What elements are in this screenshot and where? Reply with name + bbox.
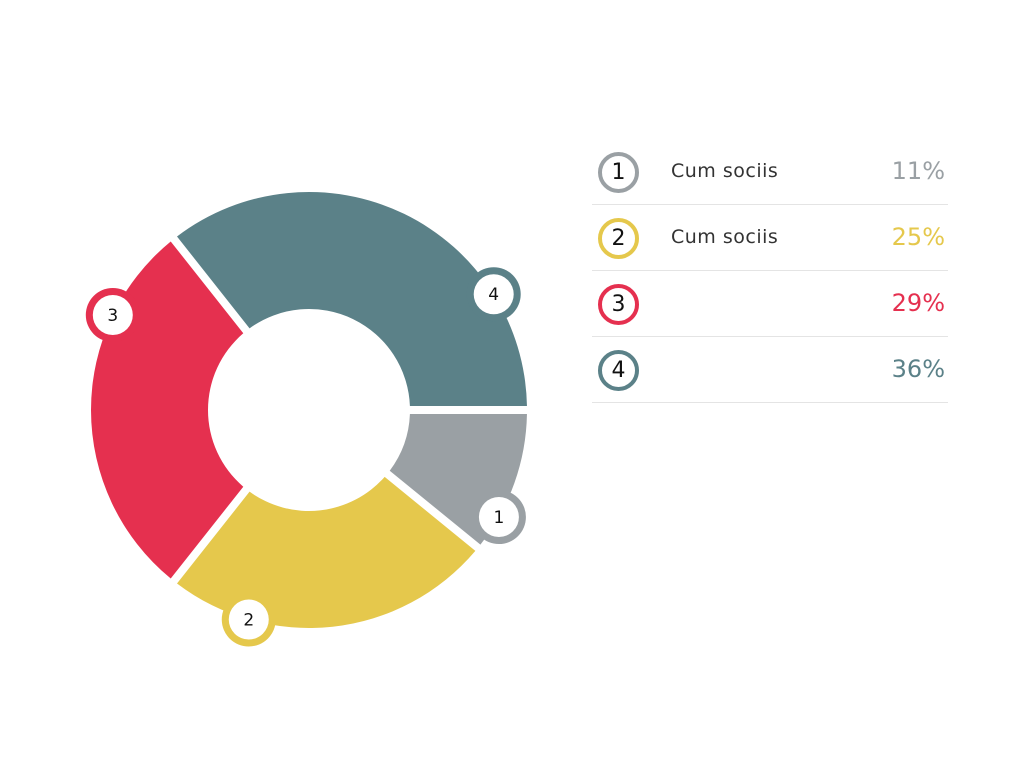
legend-label-2: Cum sociis [671,226,779,248]
legend-marker-1: 1 [598,152,639,193]
slice-marker-label-4: 4 [488,285,499,305]
legend-item-4: 4 36% [592,337,948,403]
donut-slice-4 [176,192,527,407]
legend-label-1: Cum sociis [671,160,779,182]
chart-markers: 1 2 3 4 [85,267,526,647]
slice-marker-3: 3 [85,287,140,342]
legend-value-2: 25% [891,223,945,251]
legend-value-1: 11% [891,157,945,185]
slice-marker-4: 4 [466,267,521,322]
legend-item-1: 1 Cum sociis 11% [592,139,948,205]
slice-marker-center-3 [92,294,133,335]
slice-marker-center-1 [478,497,519,538]
legend-item-2: 2 Cum sociis 25% [592,205,948,271]
slice-marker-1: 1 [471,490,526,545]
legend-item-3: 3 29% [592,271,948,337]
legend-marker-4: 4 [598,350,639,391]
slice-marker-center-4 [473,274,514,315]
legend-value-4: 36% [891,355,945,383]
donut-chart: 1 2 3 4 [85,192,527,647]
slice-marker-2: 2 [221,592,276,647]
legend-value-3: 29% [891,289,945,317]
legend-marker-2: 2 [598,218,639,259]
donut-slice-2 [176,476,476,628]
slice-marker-center-2 [228,599,269,640]
slice-marker-label-2: 2 [243,611,254,631]
slice-marker-label-3: 3 [107,306,118,326]
chart-slices [91,192,527,628]
legend-marker-3: 3 [598,284,639,325]
chart-legend: 1 Cum sociis 11% 2 Cum sociis 25% 3 29% … [592,139,948,403]
slice-marker-label-1: 1 [493,508,504,528]
